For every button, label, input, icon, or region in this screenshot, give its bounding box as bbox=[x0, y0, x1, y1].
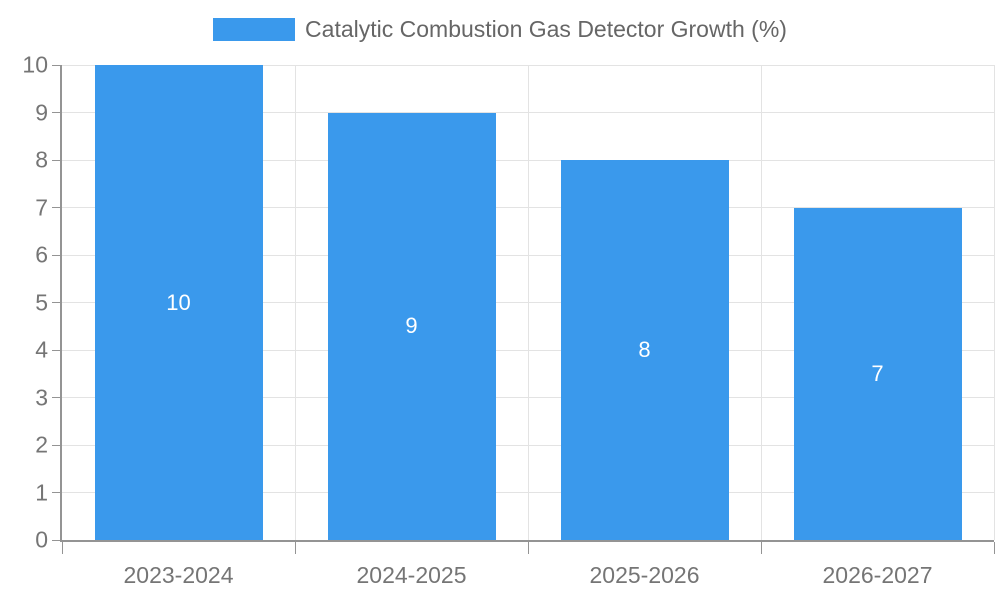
y-axis-tick bbox=[52, 64, 60, 66]
legend-swatch bbox=[213, 18, 296, 41]
x-tick-label: 2025-2026 bbox=[589, 562, 700, 588]
y-tick-label: 1 bbox=[35, 479, 48, 505]
y-tick-label: 3 bbox=[35, 384, 48, 410]
x-axis-tick bbox=[294, 542, 296, 554]
bar[interactable] bbox=[327, 112, 496, 540]
gridline bbox=[993, 65, 995, 540]
y-axis-tick bbox=[52, 207, 60, 208]
y-axis-tick bbox=[52, 397, 60, 398]
x-axis-tick bbox=[993, 542, 995, 554]
y-axis-tick bbox=[52, 539, 60, 541]
y-axis-tick bbox=[52, 492, 60, 493]
y-tick-label: 0 bbox=[35, 526, 48, 553]
plot-area: 0 1 2 3 4 5 6 7 8 9 10 10 2023-2024 9 2024-2025 8 2025-2… bbox=[22, 53, 995, 588]
y-tick-label: 2 bbox=[35, 431, 48, 458]
x-tick-label: 2026-2027 bbox=[822, 562, 933, 588]
gridline bbox=[527, 65, 529, 540]
y-tick-label: 4 bbox=[35, 336, 48, 363]
gridline bbox=[294, 65, 296, 540]
chart-legend[interactable]: Catalytic Combustion Gas Detector Growth… bbox=[0, 16, 1000, 43]
y-tick-label: 7 bbox=[35, 194, 48, 220]
bar-value-label: 10 bbox=[166, 289, 191, 315]
bar-value-label: 9 bbox=[405, 313, 418, 339]
y-tick-label: 6 bbox=[35, 241, 48, 268]
y-axis-tick bbox=[52, 112, 60, 113]
x-axis-tick bbox=[61, 542, 63, 554]
x-axis-tick bbox=[527, 542, 529, 554]
y-axis-tick bbox=[52, 159, 60, 161]
gridline bbox=[760, 65, 762, 540]
bar[interactable] bbox=[793, 207, 962, 540]
bar-value-label: 7 bbox=[871, 360, 884, 386]
bar-value-label: 8 bbox=[638, 337, 651, 362]
y-axis-tick bbox=[52, 302, 60, 303]
y-tick-label: 5 bbox=[35, 289, 48, 315]
y-axis-tick bbox=[52, 254, 60, 256]
y-tick-label: 8 bbox=[35, 146, 48, 173]
legend-label: Catalytic Combustion Gas Detector Growth… bbox=[305, 16, 787, 42]
y-axis-tick bbox=[52, 349, 60, 351]
y-axis-tick bbox=[52, 444, 60, 446]
x-tick-label: 2024-2025 bbox=[356, 562, 467, 588]
bar[interactable] bbox=[560, 160, 729, 540]
x-axis-tick bbox=[760, 542, 762, 554]
bar[interactable] bbox=[94, 65, 263, 540]
y-tick-label: 10 bbox=[22, 51, 48, 78]
y-tick-label: 9 bbox=[35, 99, 48, 125]
x-tick-label: 2023-2024 bbox=[123, 562, 234, 588]
